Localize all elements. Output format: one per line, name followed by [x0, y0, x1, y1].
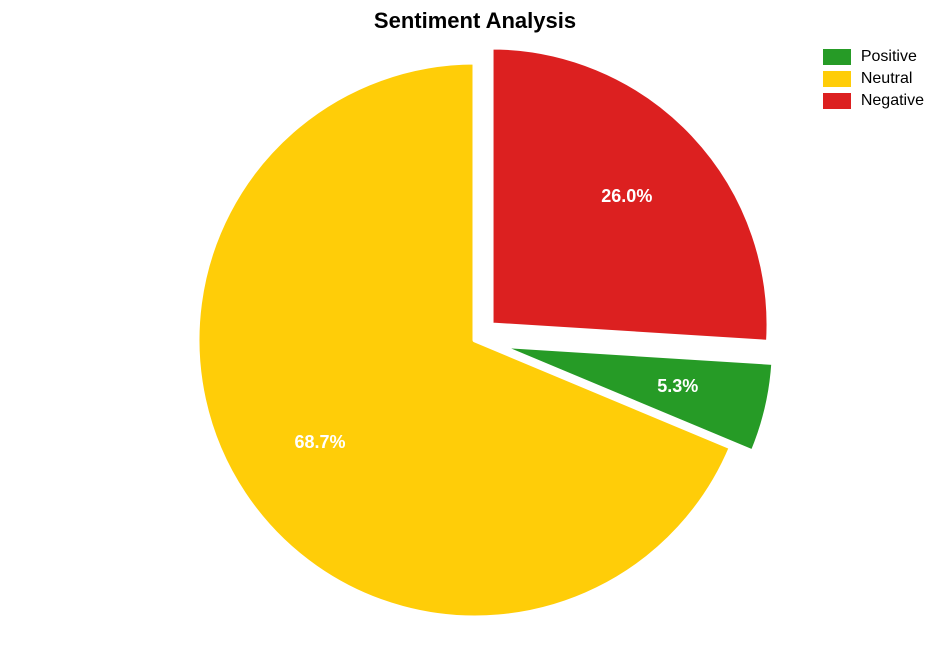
pie-svg: 26.0% 5.3% 68.7%	[0, 0, 950, 662]
legend: Positive Neutral Negative	[823, 48, 924, 114]
legend-item-neutral: Neutral	[823, 70, 924, 88]
legend-item-negative: Negative	[823, 92, 924, 110]
legend-label-positive: Positive	[861, 48, 917, 66]
sentiment-pie-chart: Sentiment Analysis 26.0%5.3%68.7% Positi…	[0, 0, 950, 662]
legend-label-negative: Negative	[861, 92, 924, 110]
legend-label-neutral: Neutral	[861, 70, 913, 88]
pie-label-positive: 5.3%	[657, 376, 698, 396]
pie-label-negative: 26.0%	[601, 186, 652, 206]
pie-label-neutral: 68.7%	[294, 432, 345, 452]
legend-swatch-neutral	[823, 71, 851, 87]
legend-swatch-negative	[823, 93, 851, 109]
legend-item-positive: Positive	[823, 48, 924, 66]
legend-swatch-positive	[823, 49, 851, 65]
